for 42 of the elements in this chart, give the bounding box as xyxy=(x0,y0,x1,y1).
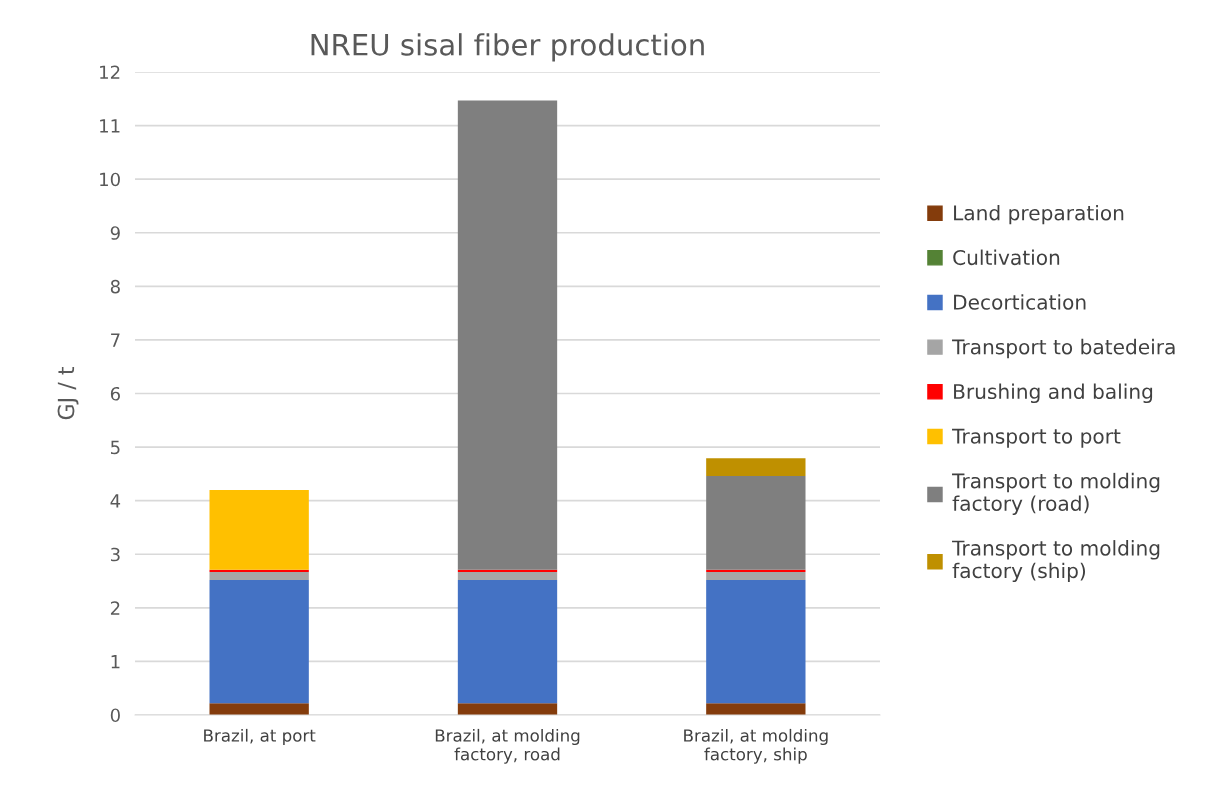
bar xyxy=(457,100,558,570)
bar xyxy=(209,703,309,715)
y-tick-label: 6 xyxy=(110,386,120,401)
y-tick-label: 9 xyxy=(110,226,120,240)
y-tick-label: 3 xyxy=(111,547,120,562)
y-tick-label: 5 xyxy=(111,440,120,455)
chart-title: NREU sisal fiber production xyxy=(311,33,704,62)
legend-label: Brushing and baling xyxy=(954,383,1153,404)
bar xyxy=(706,569,806,572)
legend-label: Land preparation xyxy=(954,204,1124,225)
bar xyxy=(706,571,806,580)
legend-label: Transport to batedeira xyxy=(952,338,1175,359)
bar xyxy=(209,569,309,572)
x-tick-label: Brazil, at molding factory, ship xyxy=(684,728,828,764)
bar xyxy=(457,703,558,715)
bar xyxy=(209,571,309,580)
bar xyxy=(209,489,309,570)
y-tick-label: 8 xyxy=(110,279,120,294)
bar xyxy=(706,458,806,477)
bar xyxy=(457,569,558,572)
y-tick-label: 12 xyxy=(100,65,120,79)
legend-label: Transport to molding factory (ship) xyxy=(952,540,1160,583)
bar xyxy=(706,476,806,570)
y-tick-label: 10 xyxy=(100,172,120,187)
bar xyxy=(457,579,558,704)
bar xyxy=(706,703,806,715)
legend-label: Cultivation xyxy=(953,249,1060,266)
bar xyxy=(209,579,309,704)
legend-label: Transport to port xyxy=(952,428,1121,448)
y-tick-label: 2 xyxy=(110,601,120,615)
bar xyxy=(706,579,806,704)
y-axis-title: GJ / t xyxy=(57,366,79,420)
y-tick-label: 11 xyxy=(100,119,120,133)
legend-label: Transport to molding factory (road) xyxy=(952,472,1160,515)
y-tick-label: 0 xyxy=(110,708,120,723)
y-tick-label: 4 xyxy=(110,494,121,508)
y-tick-label: 1 xyxy=(111,655,120,669)
y-tick-label: 7 xyxy=(111,333,120,347)
bar xyxy=(457,571,558,580)
x-tick-label: Brazil, at port xyxy=(204,728,316,746)
x-tick-label: Brazil, at molding factory, road xyxy=(435,728,580,764)
legend-label: Decortication xyxy=(954,294,1086,310)
